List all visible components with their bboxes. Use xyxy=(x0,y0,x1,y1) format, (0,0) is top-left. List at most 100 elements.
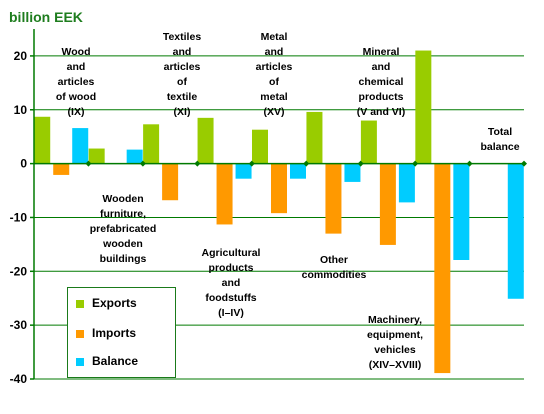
annotation-line: articles xyxy=(57,76,95,88)
y-tick-label: 20 xyxy=(14,49,28,63)
x-category-tick xyxy=(521,160,527,167)
annotation-line: (IX) xyxy=(67,106,85,118)
annotation-line: balance xyxy=(480,141,520,153)
annotation-line: articles xyxy=(255,61,293,73)
annotation-line: and xyxy=(66,61,86,73)
annotation-line: products xyxy=(358,91,404,103)
annotation-line: chemical xyxy=(358,76,404,88)
unit-label: billion EEK xyxy=(9,9,83,25)
annotation-line: (V and VI) xyxy=(356,106,406,118)
y-tick-label: -30 xyxy=(10,318,28,332)
legend-swatch-imports xyxy=(76,330,84,338)
x-category-tick xyxy=(139,160,146,167)
bar-balance xyxy=(72,128,89,164)
x-category-tick xyxy=(85,160,92,167)
annotation-line: Total xyxy=(487,126,513,138)
bar-imports xyxy=(53,163,70,175)
bar-exports xyxy=(88,148,105,164)
legend-item-imports: Imports xyxy=(76,326,137,340)
bar-balance xyxy=(398,163,415,203)
annotation-line: Metal xyxy=(260,31,288,43)
legend: Exports Imports Balance xyxy=(67,287,176,378)
annotation-line: Other xyxy=(319,254,348,266)
bar-balance xyxy=(344,163,361,182)
y-tick-label: -40 xyxy=(10,372,28,386)
annotation-line: equipment, xyxy=(366,329,423,341)
annotation-other-commodities: Other commodities xyxy=(294,253,374,283)
annotation-line: Wood xyxy=(61,46,91,58)
annotation-wooden-furniture: Wooden furniture, prefabricated wooden build… xyxy=(78,192,168,267)
annotation-line: prefabricated xyxy=(89,223,157,235)
annotation-total-balance: Total balance xyxy=(474,125,526,155)
legend-swatch-balance xyxy=(76,358,84,366)
bar-imports xyxy=(216,163,233,225)
legend-label-balance: Balance xyxy=(92,354,139,368)
annotation-line: (XI) xyxy=(173,106,191,118)
annotation-line: foodstuffs xyxy=(205,292,257,304)
x-category-tick xyxy=(412,160,419,167)
bar-balance xyxy=(235,163,252,179)
annotation-line: and xyxy=(371,61,391,73)
annotation-line: vehicles xyxy=(374,344,416,356)
annotation-line: buildings xyxy=(99,253,147,265)
bar-imports xyxy=(325,163,342,234)
legend-label-exports: Exports xyxy=(92,296,137,310)
legend-item-exports: Exports xyxy=(76,296,137,310)
annotation-line: metal xyxy=(260,91,288,103)
annotation-line: and xyxy=(172,46,192,58)
annotation-metal: Metal and articles of metal (XV) xyxy=(248,30,300,120)
legend-swatch-exports xyxy=(76,300,84,308)
annotation-line: (I–IV) xyxy=(218,307,244,319)
annotation-line: textile xyxy=(166,91,198,103)
annotation-line: Machinery, xyxy=(367,314,423,326)
bar-exports xyxy=(143,124,160,164)
annotation-line: and xyxy=(221,277,241,289)
bar-exports xyxy=(34,116,51,164)
x-category-tick xyxy=(466,160,473,167)
bar-exports xyxy=(360,120,377,164)
bar-exports xyxy=(197,117,214,164)
annotation-line: (XIV–XVIII) xyxy=(368,359,422,371)
annotation-line: commodities xyxy=(301,269,367,281)
annotation-line: Wooden xyxy=(102,193,144,205)
bar-imports xyxy=(271,163,287,214)
annotation-line: furniture, xyxy=(99,208,147,220)
bar-balance xyxy=(507,163,524,299)
bar-imports xyxy=(434,163,451,374)
bar-balance xyxy=(453,163,470,260)
annotation-line: Textiles xyxy=(162,31,202,43)
annotation-machinery: Machinery, equipment, vehicles (XIV–XVIII) xyxy=(360,313,430,373)
x-category-tick xyxy=(357,160,364,167)
annotation-line: of xyxy=(269,76,279,88)
annotation-line: of wood xyxy=(55,91,97,103)
annotation-line: articles xyxy=(163,61,201,73)
y-tick-label: 10 xyxy=(14,103,28,117)
bar-balance xyxy=(126,149,143,164)
bar-balance xyxy=(290,163,306,179)
x-category-tick xyxy=(248,160,255,167)
annotation-line: products xyxy=(208,262,254,274)
annotation-line: and xyxy=(264,46,284,58)
annotation-line: Mineral xyxy=(362,46,400,58)
annotation-line: wooden xyxy=(103,238,143,250)
bar-exports xyxy=(252,129,268,164)
bar-exports xyxy=(306,111,323,164)
legend-item-balance: Balance xyxy=(76,354,139,368)
bar-imports xyxy=(379,163,396,245)
annotation-textiles: Textiles and articles of textile (XI) xyxy=(154,30,210,120)
bar-exports xyxy=(415,50,432,164)
y-tick-label: -20 xyxy=(10,264,28,278)
y-tick-label: 0 xyxy=(20,157,27,171)
y-tick-label: -10 xyxy=(10,210,28,224)
annotation-wood: Wood and articles of wood (IX) xyxy=(51,45,101,120)
annotation-line: (XV) xyxy=(263,106,285,118)
annotation-mineral: Mineral and chemical products (V and VI) xyxy=(348,45,414,120)
annotation-agricultural: Agricultural products and foodstuffs (I–IV) xyxy=(195,246,267,321)
bar-imports xyxy=(162,163,179,201)
legend-label-imports: Imports xyxy=(92,326,137,340)
x-category-tick xyxy=(303,160,310,167)
x-category-tick xyxy=(194,160,201,167)
annotation-line: Agricultural xyxy=(201,247,261,259)
annotation-line: of xyxy=(177,76,187,88)
